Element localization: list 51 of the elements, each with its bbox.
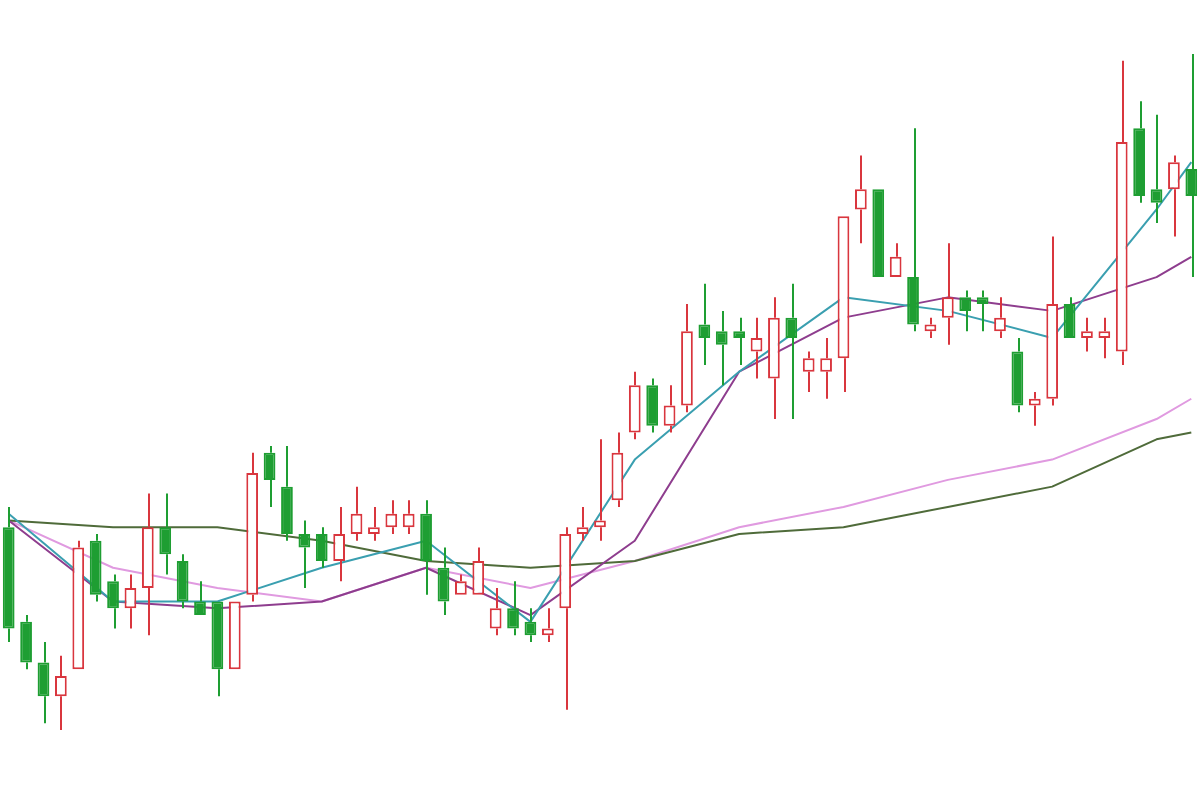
candlestick: [368, 505, 380, 542]
candlestick: [55, 654, 67, 731]
candlestick: [698, 282, 711, 366]
candlestick: [89, 532, 102, 603]
candlestick: [1133, 100, 1145, 204]
candlestick: [855, 154, 867, 245]
candlestick: [1185, 53, 1198, 279]
candlestick: [681, 303, 693, 414]
candlestick: [611, 431, 624, 508]
candlestick: [733, 316, 745, 366]
candlestick: [1115, 59, 1128, 366]
candlestick: [246, 451, 259, 603]
candlestick: [437, 546, 450, 617]
candlestick: [281, 445, 293, 542]
candlestick: [1168, 154, 1180, 238]
candlestick: [576, 505, 589, 542]
candlestick: [1063, 296, 1076, 338]
candlestick: [176, 553, 189, 610]
candlestick: [785, 282, 798, 421]
candlestick: [976, 289, 989, 333]
candlestick: [20, 614, 32, 671]
candlestick: [472, 546, 485, 595]
candlestick: [837, 216, 850, 393]
candlestick: [907, 127, 919, 333]
candlestick: [211, 601, 224, 698]
candlestick: [298, 519, 311, 590]
candlestick: [768, 296, 780, 421]
candlestick: [1081, 316, 1093, 353]
candlestick: [559, 526, 572, 711]
candlestick: [1150, 113, 1163, 224]
candlestick: [924, 316, 937, 339]
candlestick: [489, 587, 502, 637]
candlestick: [315, 526, 328, 569]
candlestick: [37, 641, 50, 725]
candlestick: [159, 492, 172, 576]
candlestick: [1098, 316, 1111, 360]
candlestick: [1011, 336, 1024, 414]
candlestick: [420, 499, 432, 596]
candlestick: [941, 242, 954, 346]
candlestick: [2, 505, 15, 644]
candlestick: [1046, 235, 1059, 407]
candlestick: [646, 377, 659, 434]
candlestick: [141, 492, 154, 637]
candlestick: [333, 505, 345, 583]
candlestick: [1028, 391, 1041, 427]
candlestick: [507, 580, 519, 637]
candlestick: [628, 370, 641, 441]
candlestick: [107, 573, 119, 630]
candlestick: [594, 438, 606, 542]
candlestick: [889, 242, 902, 278]
candlestick: [263, 445, 276, 508]
